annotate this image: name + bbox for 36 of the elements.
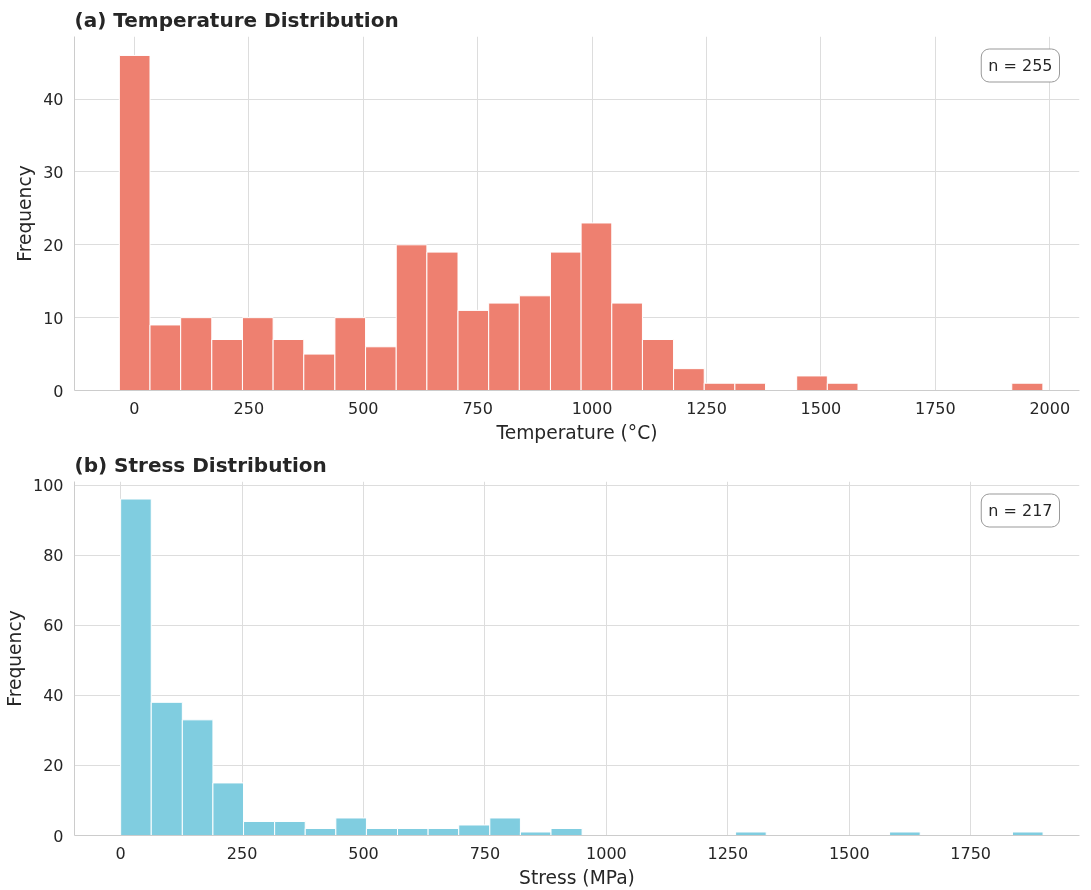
y-tick-label: 0 bbox=[53, 381, 64, 401]
x-tick-label: 250 bbox=[226, 843, 258, 863]
x-tick-label: 500 bbox=[348, 398, 379, 418]
y-tick-label: 40 bbox=[43, 90, 64, 110]
x-tick-label: 1250 bbox=[686, 398, 727, 418]
y-tick-label: 20 bbox=[43, 235, 64, 255]
y-tick-label: 80 bbox=[43, 546, 64, 566]
y-tick-label: 60 bbox=[43, 616, 64, 636]
x-tick-label: 0 bbox=[115, 843, 126, 863]
x-tick-label: 1500 bbox=[828, 843, 870, 863]
y-tick-label: 10 bbox=[43, 308, 64, 328]
y-axis-title: Frequency bbox=[3, 610, 25, 707]
x-tick-label: 2000 bbox=[1029, 398, 1071, 418]
x-tick-label: 1750 bbox=[950, 843, 992, 863]
chart-title: (b) Stress Distribution bbox=[74, 452, 327, 477]
x-tick-label: 1250 bbox=[707, 843, 749, 863]
x-tick-label: 1000 bbox=[586, 843, 627, 863]
annotation: n = 217 bbox=[988, 501, 1053, 520]
y-tick-label: 20 bbox=[43, 756, 64, 776]
y-tick-label: 40 bbox=[43, 686, 64, 706]
x-tick-label: 0 bbox=[129, 398, 140, 418]
chart-title: (a) Temperature Distribution bbox=[74, 7, 399, 32]
x-tick-label: 1500 bbox=[800, 398, 842, 418]
x-tick-label: 500 bbox=[348, 843, 379, 863]
y-tick-label: 30 bbox=[43, 162, 64, 182]
x-tick-label: 1750 bbox=[914, 398, 956, 418]
x-tick-label: 1000 bbox=[571, 398, 613, 418]
x-axis-title: Stress (MPa) bbox=[519, 866, 635, 888]
x-axis-title: Temperature (°C) bbox=[495, 421, 658, 443]
y-tick-label: 100 bbox=[32, 476, 64, 495]
y-axis-title: Frequency bbox=[14, 165, 36, 262]
y-tick-label: 0 bbox=[53, 826, 64, 846]
x-tick-label: 250 bbox=[233, 398, 265, 418]
x-tick-label: 750 bbox=[469, 843, 501, 863]
annotation: n = 255 bbox=[988, 56, 1053, 75]
x-tick-label: 750 bbox=[462, 398, 493, 418]
